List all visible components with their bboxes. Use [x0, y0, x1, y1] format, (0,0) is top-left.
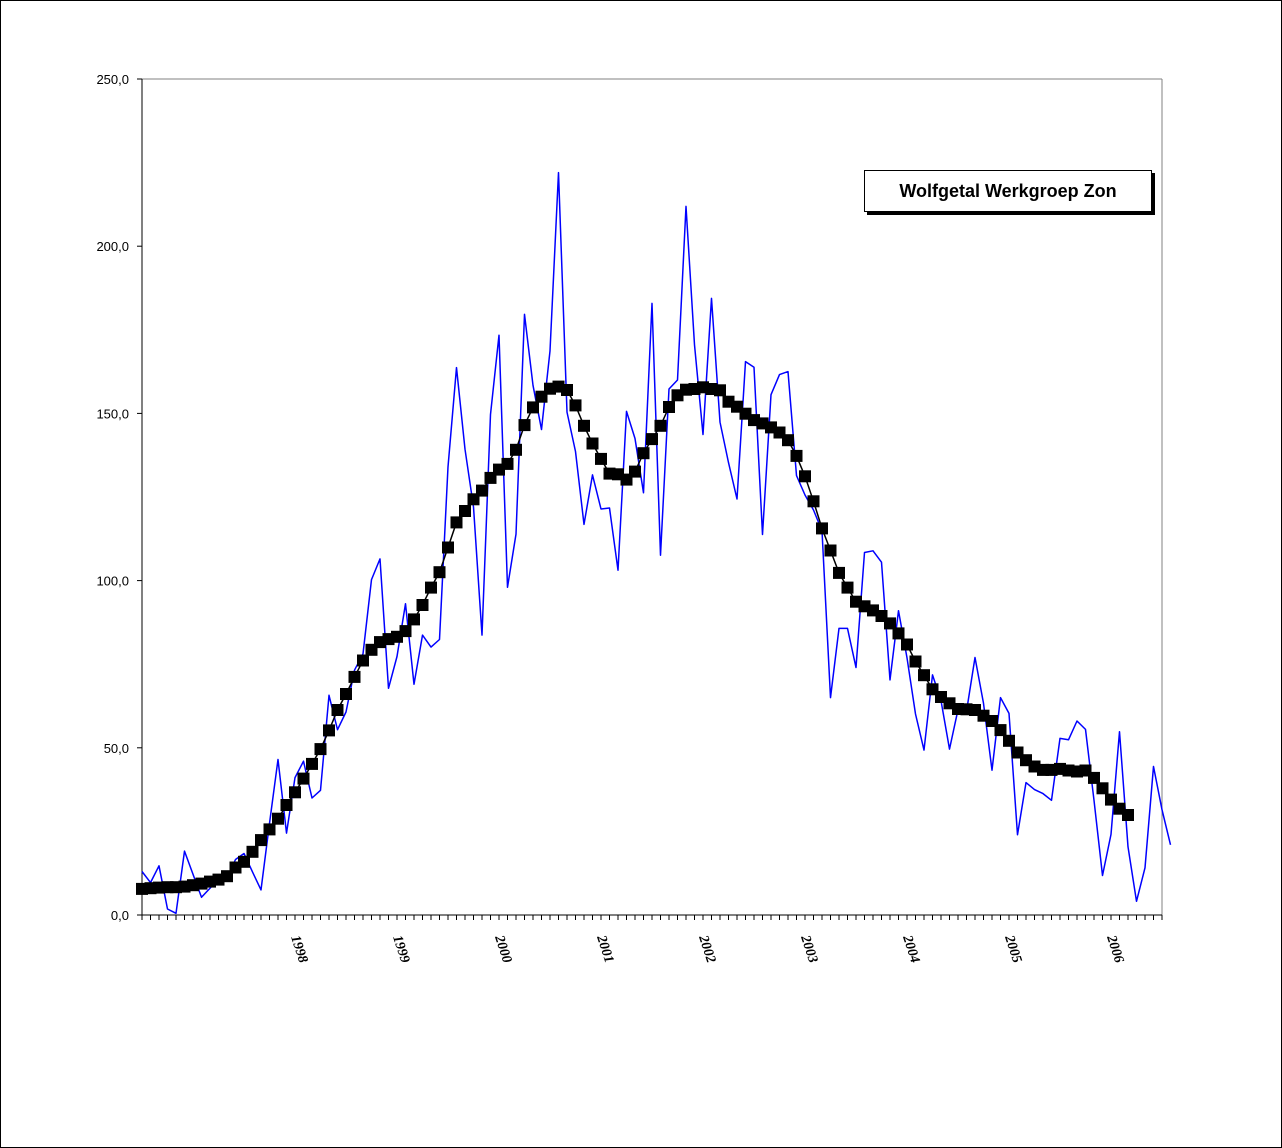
data-point	[246, 845, 259, 858]
y-tick-label: 150,0	[96, 406, 129, 421]
data-point	[433, 566, 446, 579]
data-point	[790, 449, 803, 462]
data-point	[348, 670, 361, 683]
series-layer	[136, 171, 1172, 915]
x-tick-label: 2006	[1103, 933, 1126, 965]
data-point	[399, 625, 412, 638]
x-tick-label: 2004	[899, 933, 922, 965]
data-point	[527, 401, 539, 414]
data-point	[450, 516, 463, 529]
data-point	[629, 465, 641, 478]
series-line	[141, 171, 1172, 915]
data-point	[586, 437, 599, 450]
data-point	[306, 757, 318, 770]
x-tick-label: 1998	[287, 934, 310, 965]
data-point	[909, 655, 922, 668]
chart-title-box: Wolfgetal Werkgroep Zon	[864, 170, 1152, 212]
data-point	[824, 544, 837, 557]
x-tick-label: 2005	[1001, 933, 1024, 965]
data-point	[408, 613, 420, 626]
data-point	[357, 654, 369, 667]
data-point	[518, 419, 531, 432]
data-point	[255, 834, 267, 847]
data-point	[637, 447, 650, 460]
data-point	[331, 704, 344, 716]
data-point	[1088, 771, 1100, 784]
data-point	[323, 724, 335, 737]
data-point	[595, 452, 607, 465]
chart-title: Wolfgetal Werkgroep Zon	[899, 180, 1117, 201]
data-point	[578, 419, 590, 432]
y-axis: 0,0 50,0 100,0 150,0 200,0 250,0	[96, 72, 1163, 923]
data-point	[918, 669, 930, 682]
x-tick-label: 2002	[695, 933, 718, 965]
data-point	[238, 855, 250, 868]
data-point	[510, 443, 522, 456]
data-point	[714, 384, 726, 397]
data-point	[280, 799, 293, 811]
data-point	[833, 566, 845, 579]
data-point	[816, 522, 828, 535]
data-point	[807, 495, 820, 508]
y-tick-label: 250,0	[96, 72, 129, 87]
data-point	[1096, 782, 1109, 795]
data-point	[892, 627, 905, 640]
data-point	[841, 581, 854, 594]
data-point	[561, 384, 573, 396]
x-axis: 1998 1999 2000 2001 2002 2003 2004 2005 2006	[141, 914, 1163, 965]
data-point	[476, 484, 488, 497]
data-point	[782, 434, 794, 447]
data-point	[425, 581, 437, 594]
data-point	[884, 617, 896, 630]
data-point	[340, 688, 352, 700]
x-tick-label: 2000	[491, 933, 514, 965]
series-1	[136, 380, 1134, 895]
data-point	[272, 812, 284, 825]
data-point	[297, 772, 310, 785]
data-point	[1003, 734, 1015, 747]
x-tick-label: 2003	[797, 933, 820, 965]
y-tick-label: 50,0	[104, 741, 129, 756]
data-point	[501, 457, 514, 470]
data-point	[442, 541, 454, 554]
data-point	[986, 715, 998, 727]
data-point	[646, 433, 658, 446]
data-point	[901, 638, 913, 651]
x-tick-label: 1999	[389, 934, 412, 965]
data-point	[1105, 793, 1117, 806]
data-point	[289, 786, 301, 799]
y-tick-label: 200,0	[96, 239, 129, 254]
y-tick-label: 0,0	[111, 908, 129, 923]
y-tick-label: 100,0	[96, 574, 129, 589]
data-point	[994, 724, 1007, 737]
data-point	[569, 399, 582, 412]
data-point	[663, 401, 675, 413]
data-point	[799, 470, 811, 483]
x-tick-label: 2001	[593, 933, 616, 965]
data-point	[263, 823, 276, 836]
data-point	[1122, 809, 1134, 821]
data-point	[416, 599, 429, 611]
series-0	[141, 171, 1172, 915]
data-point	[459, 505, 471, 517]
data-point	[314, 743, 327, 756]
data-point	[654, 419, 667, 432]
